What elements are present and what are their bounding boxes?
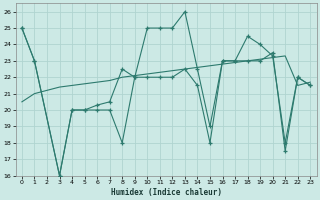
X-axis label: Humidex (Indice chaleur): Humidex (Indice chaleur) <box>111 188 221 197</box>
